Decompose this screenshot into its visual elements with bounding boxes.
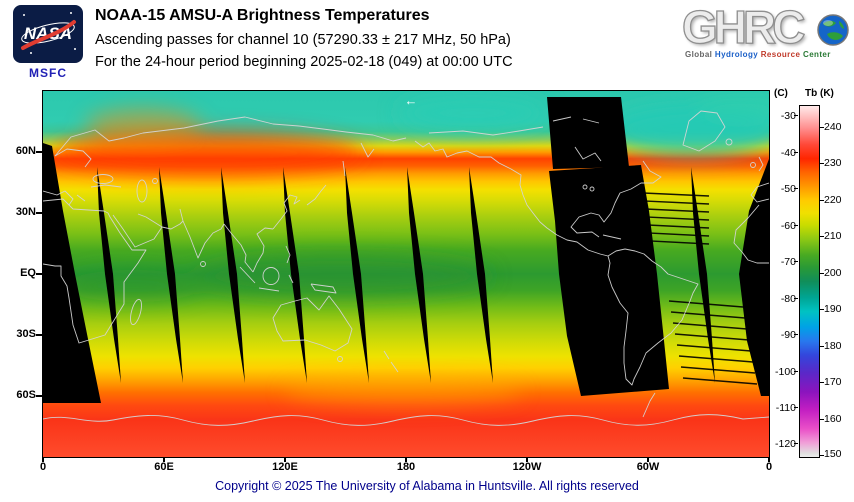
colorbar-tick-mark bbox=[820, 236, 824, 237]
lon-tick-mark bbox=[163, 457, 165, 462]
lon-tick-mark bbox=[284, 457, 286, 462]
colorbar-tick-kelvin: 180 bbox=[824, 340, 842, 352]
ghrc-tagline-word: Hydrology bbox=[714, 49, 759, 59]
colorbar-tick-kelvin: 210 bbox=[824, 230, 842, 242]
ghrc-logo-text: GHRC bbox=[681, 0, 806, 53]
lat-axis-label: 60N bbox=[15, 145, 36, 157]
lat-axis-label: 60S bbox=[16, 389, 36, 401]
lon-axis-label: 180 bbox=[396, 461, 416, 473]
colorbar-tick-mark bbox=[820, 127, 824, 128]
colorbar-tick-kelvin: 160 bbox=[824, 413, 842, 425]
map-svg: ← bbox=[43, 91, 769, 457]
colorbar-tick-mark bbox=[820, 200, 824, 201]
ghrc-tagline-word: Global bbox=[685, 49, 713, 59]
swath-gaps bbox=[43, 97, 769, 403]
colorbar-tick-kelvin: 170 bbox=[824, 376, 842, 388]
colorbar-tick-kelvin: 200 bbox=[824, 267, 842, 279]
colorbar-tick-mark bbox=[820, 455, 824, 456]
copyright-text: Copyright © 2025 The University of Alaba… bbox=[215, 479, 639, 493]
colorbar-tick-celsius: -80 bbox=[780, 293, 796, 305]
lon-axis-label: 120E bbox=[272, 461, 298, 473]
colorbar-tick-mark bbox=[794, 298, 798, 299]
colorbar-tick-kelvin: 230 bbox=[824, 157, 842, 169]
nasa-msfc-logo[interactable]: NASA MSFC bbox=[8, 3, 88, 80]
header-titles: NOAA-15 AMSU-A Brightness Temperatures A… bbox=[95, 7, 513, 76]
lon-tick-mark bbox=[768, 457, 770, 462]
lat-tick-mark bbox=[36, 151, 42, 153]
subtitle-period: For the 24-hour period beginning 2025-02… bbox=[95, 54, 513, 70]
lon-axis-label: 0 bbox=[39, 461, 47, 473]
ghrc-tagline-word: Center bbox=[803, 49, 831, 59]
colorbar-tick-mark bbox=[794, 188, 798, 189]
colorbar-tick-mark bbox=[820, 419, 824, 420]
colorbar-tick-mark bbox=[820, 346, 824, 347]
lat-tick-mark bbox=[36, 334, 42, 336]
colorbar-tick-mark bbox=[820, 309, 824, 310]
colorbar-tick-celsius: -120 bbox=[774, 438, 796, 450]
msfc-label: MSFC bbox=[29, 66, 67, 80]
colorbar-tick-mark bbox=[794, 115, 798, 116]
lon-axis-label: 0 bbox=[765, 461, 773, 473]
nasa-logo-icon: NASA bbox=[8, 3, 88, 65]
colorbar-tick-mark bbox=[794, 443, 798, 444]
colorbar-tick-celsius: -90 bbox=[780, 329, 796, 341]
lat-axis-label: 30N bbox=[15, 206, 36, 218]
ghrc-globe-icon bbox=[817, 14, 850, 47]
colorbar-tick-mark bbox=[794, 371, 798, 372]
colorbar-tick-mark bbox=[794, 407, 798, 408]
colorbar-tick-mark bbox=[820, 273, 824, 274]
colorbar-tick-mark bbox=[794, 334, 798, 335]
colorbar-tick-mark bbox=[820, 382, 824, 383]
colorbar-tick-kelvin: 240 bbox=[824, 121, 842, 133]
lat-tick-mark bbox=[36, 212, 42, 214]
colorbar-unit-kelvin: Tb (K) bbox=[805, 88, 834, 99]
colorbar-tick-celsius: -40 bbox=[780, 147, 796, 159]
lon-tick-mark bbox=[647, 457, 649, 462]
colorbar-tick-mark bbox=[794, 152, 798, 153]
ghrc-tagline-word: Resource bbox=[760, 49, 801, 59]
swath-arrow: ← bbox=[405, 93, 418, 108]
lat-tick-mark bbox=[36, 273, 42, 275]
colorbar-tick-celsius: -70 bbox=[780, 256, 796, 268]
lon-tick-mark bbox=[526, 457, 528, 462]
colorbar-tick-mark bbox=[794, 261, 798, 262]
colorbar-gradient bbox=[799, 105, 820, 458]
lon-tick-mark bbox=[405, 457, 407, 462]
colorbar-tick-celsius: -50 bbox=[780, 183, 796, 195]
colorbar-tick-mark bbox=[820, 163, 824, 164]
colorbar-tick-mark bbox=[794, 225, 798, 226]
brightness-temperature-map: ← bbox=[42, 90, 770, 458]
scanline-stripes bbox=[598, 190, 758, 385]
colorbar-tick-kelvin: 150 bbox=[824, 448, 842, 460]
ghrc-logo[interactable]: GHRC Global Hydrology Resource Center bbox=[680, 0, 852, 85]
continent-outlines bbox=[43, 110, 769, 426]
ghrc-tagline: Global Hydrology Resource Center bbox=[680, 50, 852, 59]
lat-tick-mark bbox=[36, 395, 42, 397]
lat-axis-label: EQ bbox=[20, 267, 36, 279]
lon-axis-label: 120W bbox=[512, 461, 542, 473]
colorbar-tick-celsius: -110 bbox=[775, 402, 796, 414]
colorbar-unit-celsius: (C) bbox=[774, 88, 788, 99]
subtitle-channel: Ascending passes for channel 10 (57290.3… bbox=[95, 32, 511, 48]
lon-tick-mark bbox=[42, 457, 44, 462]
colorbar-tick-kelvin: 220 bbox=[824, 194, 842, 206]
lon-axis-label: 60W bbox=[636, 461, 660, 473]
colorbar-tick-celsius: -60 bbox=[780, 220, 796, 232]
lon-axis-label: 60E bbox=[154, 461, 174, 473]
lat-axis-label: 30S bbox=[16, 328, 36, 340]
colorbar-tick-kelvin: 190 bbox=[824, 303, 842, 315]
colorbar-tick-celsius: -30 bbox=[780, 110, 796, 122]
colorbar-tick-celsius: -100 bbox=[774, 366, 796, 378]
page-title: NOAA-15 AMSU-A Brightness Temperatures bbox=[95, 7, 430, 24]
